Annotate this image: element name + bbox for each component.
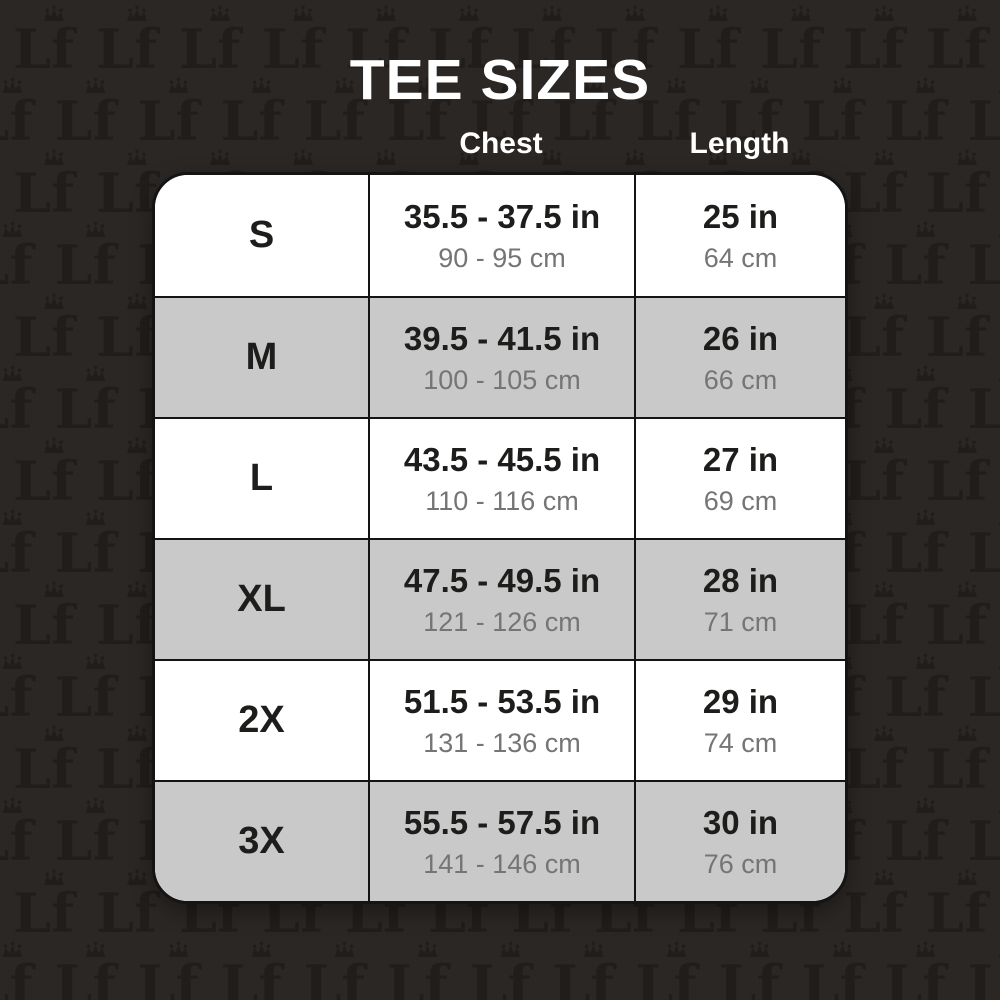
chest-centimeters: 121 - 126 cm: [423, 606, 581, 637]
chest-centimeters: 100 - 105 cm: [423, 364, 581, 395]
size-cell: S: [155, 175, 368, 296]
chest-cell: 51.5 - 53.5 in 131 - 136 cm: [368, 661, 634, 780]
column-header-chest: Chest: [459, 127, 543, 160]
chest-cell: 43.5 - 45.5 in 110 - 116 cm: [368, 419, 634, 538]
chest-centimeters: 131 - 136 cm: [423, 727, 581, 758]
length-cell: 26 in 66 cm: [634, 298, 845, 417]
chest-inches: 35.5 - 37.5 in: [403, 197, 601, 235]
column-headers: Chest Length: [155, 126, 845, 162]
chest-inches: 43.5 - 45.5 in: [403, 440, 601, 478]
chest-cell: 47.5 - 49.5 in 121 - 126 cm: [368, 540, 634, 659]
table-row-2x: 2X 51.5 - 53.5 in 131 - 136 cm 29 in 74 …: [155, 659, 845, 780]
length-cell: 25 in 64 cm: [634, 175, 845, 296]
size-cell: L: [155, 419, 368, 538]
size-cell: 2X: [155, 661, 368, 780]
chest-cell: 35.5 - 37.5 in 90 - 95 cm: [368, 175, 634, 296]
chest-inches: 51.5 - 53.5 in: [403, 682, 601, 720]
size-label: 2X: [238, 699, 285, 741]
size-label: XL: [237, 578, 286, 620]
table-row-l: L 43.5 - 45.5 in 110 - 116 cm 27 in 69 c…: [155, 417, 845, 538]
length-cell: 30 in 76 cm: [634, 782, 845, 901]
length-centimeters: 69 cm: [703, 485, 778, 516]
chest-cell: 39.5 - 41.5 in 100 - 105 cm: [368, 298, 634, 417]
length-centimeters: 71 cm: [703, 606, 778, 637]
length-centimeters: 64 cm: [703, 242, 778, 273]
length-centimeters: 74 cm: [703, 727, 778, 758]
length-cell: 29 in 74 cm: [634, 661, 845, 780]
chest-inches: 39.5 - 41.5 in: [403, 319, 601, 357]
size-cell: 3X: [155, 782, 368, 901]
chest-inches: 55.5 - 57.5 in: [403, 803, 601, 841]
length-inches: 28 in: [702, 561, 779, 599]
size-cell: XL: [155, 540, 368, 659]
chest-inches: 47.5 - 49.5 in: [403, 561, 601, 599]
chest-centimeters: 90 - 95 cm: [438, 242, 566, 273]
column-header-size: [155, 126, 368, 162]
table-row-m: M 39.5 - 41.5 in 100 - 105 cm 26 in 66 c…: [155, 296, 845, 417]
size-label: 3X: [238, 820, 285, 862]
size-label: S: [248, 214, 275, 256]
length-cell: 27 in 69 cm: [634, 419, 845, 538]
size-label: L: [249, 457, 274, 499]
length-centimeters: 76 cm: [703, 848, 778, 879]
length-inches: 27 in: [702, 440, 779, 478]
column-header-length: Length: [689, 127, 790, 160]
table-row-xl: XL 47.5 - 49.5 in 121 - 126 cm 28 in 71 …: [155, 538, 845, 659]
table-row-3x: 3X 55.5 - 57.5 in 141 - 146 cm 30 in 76 …: [155, 780, 845, 901]
length-inches: 26 in: [702, 319, 779, 357]
chest-cell: 55.5 - 57.5 in 141 - 146 cm: [368, 782, 634, 901]
page-title: TEE SIZES: [349, 48, 651, 112]
length-inches: 25 in: [702, 197, 779, 235]
size-cell: M: [155, 298, 368, 417]
length-cell: 28 in 71 cm: [634, 540, 845, 659]
chest-centimeters: 110 - 116 cm: [425, 485, 579, 516]
table-row-s: S 35.5 - 37.5 in 90 - 95 cm 25 in 64 cm: [155, 175, 845, 296]
chest-centimeters: 141 - 146 cm: [423, 848, 581, 879]
length-inches: 30 in: [702, 803, 779, 841]
length-inches: 29 in: [702, 682, 779, 720]
size-label: M: [245, 336, 278, 378]
size-table: S 35.5 - 37.5 in 90 - 95 cm 25 in 64 cm …: [152, 172, 848, 904]
length-centimeters: 66 cm: [703, 364, 778, 395]
